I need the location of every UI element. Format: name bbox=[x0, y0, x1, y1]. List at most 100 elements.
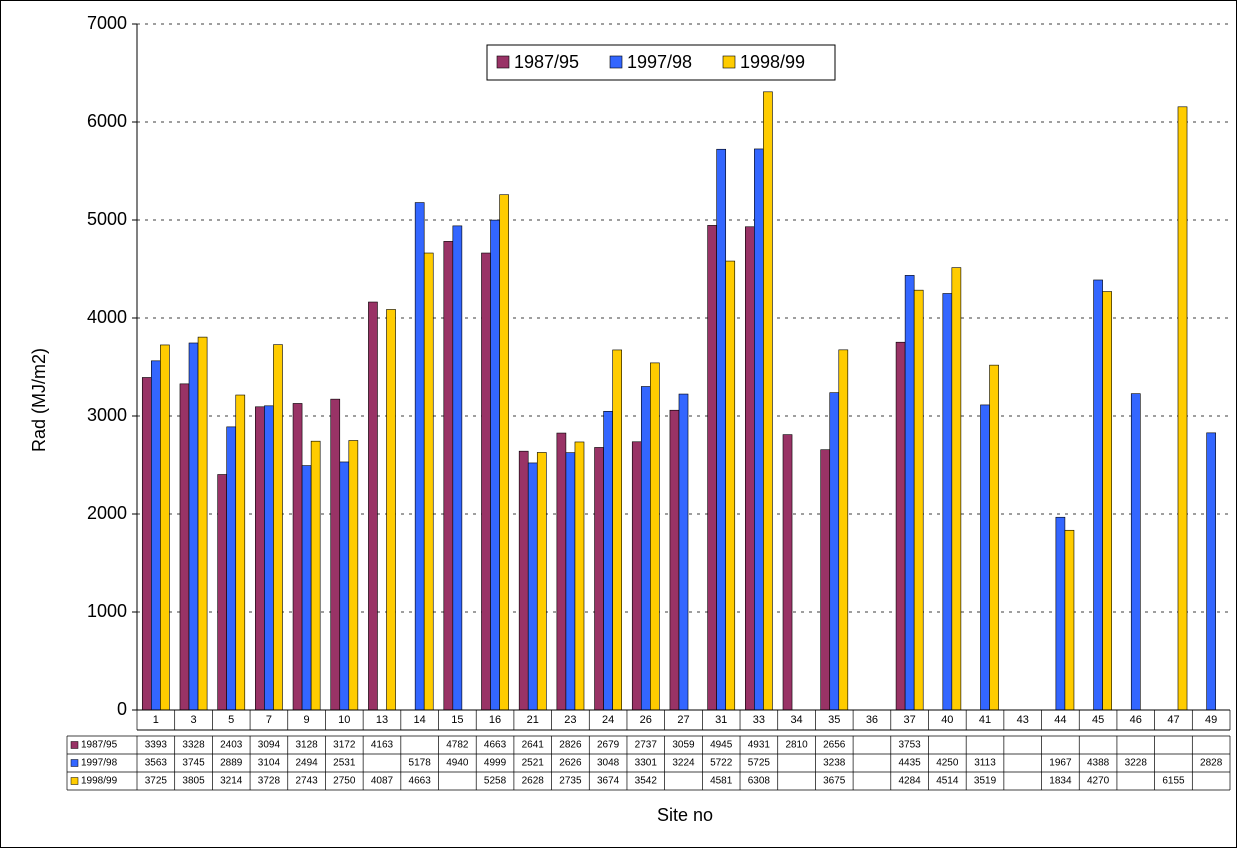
x-tick-label: 10 bbox=[338, 714, 350, 726]
bar bbox=[745, 226, 755, 711]
bar bbox=[763, 91, 773, 711]
bar bbox=[1055, 516, 1066, 711]
table-cell: 4087 bbox=[371, 776, 394, 787]
x-tick-label: 24 bbox=[602, 714, 614, 726]
table-cell: 2826 bbox=[559, 740, 582, 751]
table-cell: 4514 bbox=[936, 776, 959, 787]
table-cell: 2521 bbox=[522, 758, 545, 769]
x-tick-label: 16 bbox=[489, 714, 501, 726]
table-cell: 6155 bbox=[1162, 776, 1185, 787]
x-tick-label: 37 bbox=[904, 714, 916, 726]
table-cell: 3104 bbox=[258, 758, 281, 769]
table-cell: 3725 bbox=[145, 776, 168, 787]
table-series-name: 1998/99 bbox=[81, 776, 118, 787]
table-cell: 5258 bbox=[484, 776, 507, 787]
x-tick-label: 45 bbox=[1092, 714, 1104, 726]
bar bbox=[989, 364, 999, 711]
bar bbox=[368, 301, 378, 711]
table-cell: 6308 bbox=[748, 776, 771, 787]
bar bbox=[669, 409, 680, 711]
table-series-name: 1997/98 bbox=[81, 758, 118, 769]
table-cell: 3172 bbox=[333, 740, 356, 751]
bar bbox=[820, 449, 831, 711]
bar bbox=[594, 447, 604, 711]
bar bbox=[1102, 291, 1112, 711]
x-tick-label: 7 bbox=[266, 714, 272, 726]
table-cell: 3238 bbox=[823, 758, 846, 769]
y-tick-label: 4000 bbox=[87, 307, 127, 327]
y-tick-label: 1000 bbox=[87, 601, 127, 621]
bar bbox=[197, 336, 208, 711]
bar bbox=[640, 386, 651, 711]
bar bbox=[217, 474, 228, 711]
bar bbox=[518, 450, 529, 711]
bar bbox=[612, 349, 622, 711]
table-key bbox=[70, 777, 79, 785]
bar bbox=[951, 267, 962, 711]
bar bbox=[556, 432, 567, 711]
legend-label: 1998/99 bbox=[740, 52, 805, 72]
table-cell: 2889 bbox=[220, 758, 243, 769]
table-cell: 4163 bbox=[371, 740, 394, 751]
bar bbox=[1206, 432, 1216, 711]
table-cell: 4999 bbox=[484, 758, 507, 769]
x-tick-label: 1 bbox=[153, 714, 159, 726]
bar bbox=[716, 148, 727, 711]
table-cell: 4663 bbox=[484, 740, 507, 751]
x-tick-label: 46 bbox=[1130, 714, 1142, 726]
bar bbox=[942, 293, 953, 711]
table-cell: 2737 bbox=[635, 740, 658, 751]
bar bbox=[330, 398, 341, 711]
bar bbox=[650, 362, 660, 711]
legend-label: 1987/95 bbox=[514, 52, 579, 72]
table-cell: 3674 bbox=[597, 776, 620, 787]
bar bbox=[499, 194, 509, 711]
table-key bbox=[70, 741, 79, 749]
bar bbox=[273, 344, 283, 711]
table-cell: 4270 bbox=[1087, 776, 1110, 787]
table-cell: 2810 bbox=[785, 740, 808, 751]
legend-label: 1997/98 bbox=[627, 52, 692, 72]
bar bbox=[481, 252, 491, 711]
table-cell: 3753 bbox=[899, 740, 922, 751]
bar bbox=[141, 377, 152, 711]
y-tick-label: 2000 bbox=[87, 503, 127, 523]
bar bbox=[603, 410, 613, 711]
bar bbox=[1064, 529, 1075, 711]
table-cell: 3048 bbox=[597, 758, 620, 769]
legend-swatch bbox=[496, 55, 510, 69]
bar bbox=[754, 148, 764, 711]
table-cell: 3519 bbox=[974, 776, 997, 787]
x-tick-label: 44 bbox=[1054, 714, 1066, 726]
table-cell: 2628 bbox=[522, 776, 545, 787]
x-tick-label: 5 bbox=[228, 714, 234, 726]
x-tick-label: 27 bbox=[677, 714, 689, 726]
table-cell: 3059 bbox=[672, 740, 695, 751]
bar bbox=[414, 202, 425, 711]
table-cell: 3745 bbox=[182, 758, 205, 769]
x-tick-label: 31 bbox=[715, 714, 727, 726]
x-tick-label: 13 bbox=[376, 714, 388, 726]
legend-swatch bbox=[722, 55, 736, 69]
x-tick-label: 40 bbox=[941, 714, 953, 726]
bar bbox=[264, 405, 274, 711]
table-cell: 2743 bbox=[295, 776, 318, 787]
table-cell: 2679 bbox=[597, 740, 620, 751]
table-cell: 4250 bbox=[936, 758, 959, 769]
x-tick-label: 15 bbox=[451, 714, 463, 726]
table-cell: 5725 bbox=[748, 758, 771, 769]
y-tick-label: 3000 bbox=[87, 405, 127, 425]
table-cell: 3113 bbox=[974, 758, 996, 769]
bar bbox=[151, 360, 161, 711]
x-tick-label: 47 bbox=[1167, 714, 1179, 726]
table-cell: 3224 bbox=[672, 758, 695, 769]
table-cell: 2828 bbox=[1200, 758, 1223, 769]
y-axis-label: Rad (MJ/m2) bbox=[29, 348, 49, 452]
y-tick-label: 0 bbox=[117, 699, 127, 719]
bar bbox=[188, 342, 199, 711]
table-cell: 5178 bbox=[409, 758, 432, 769]
x-tick-label: 41 bbox=[979, 714, 991, 726]
table-cell: 3128 bbox=[295, 740, 318, 751]
x-tick-label: 3 bbox=[190, 714, 196, 726]
